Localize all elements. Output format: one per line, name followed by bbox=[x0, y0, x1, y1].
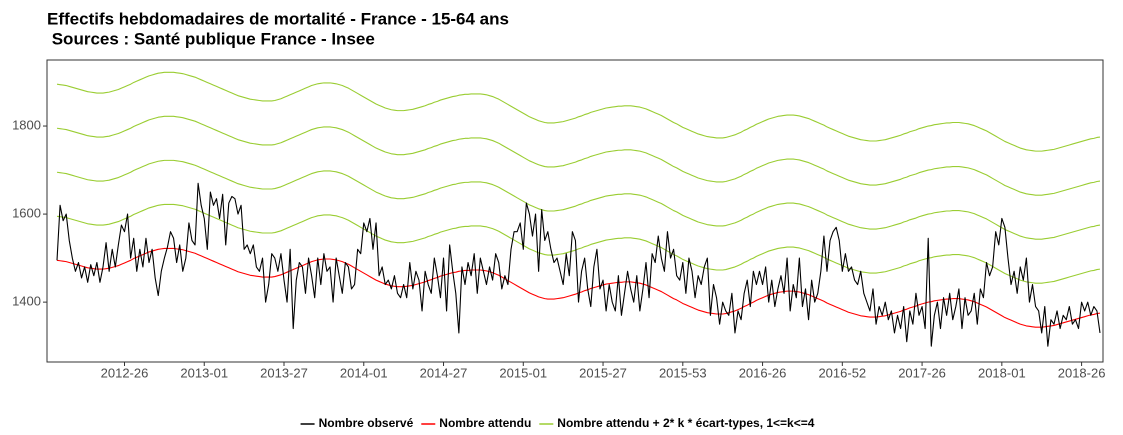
series-line bbox=[56, 115, 1101, 196]
x-tick-label: 2015-01 bbox=[499, 365, 547, 380]
y-tick-label: 1800 bbox=[12, 117, 41, 132]
legend-label: Nombre observé bbox=[319, 416, 414, 430]
chart-subtitle: Sources : Santé publique France - Insee bbox=[47, 29, 375, 48]
plot-panel bbox=[46, 59, 1104, 363]
series-line bbox=[56, 159, 1101, 240]
x-tick-label: 2018-26 bbox=[1058, 365, 1106, 380]
series-line bbox=[56, 182, 1101, 347]
y-tick-label: 1600 bbox=[12, 206, 41, 221]
series-line bbox=[56, 71, 1101, 152]
x-tick-label: 2014-27 bbox=[420, 365, 468, 380]
x-tick-label: 2016-26 bbox=[739, 365, 787, 380]
x-tick-label: 2018-01 bbox=[978, 365, 1026, 380]
series-line bbox=[56, 203, 1101, 284]
legend-label: Nombre attendu + 2* k * écart-types, 1<=… bbox=[557, 416, 814, 430]
x-tick-label: 2014-01 bbox=[340, 365, 388, 380]
x-tick-label: 2012-26 bbox=[101, 365, 149, 380]
chart-title: Effectifs hebdomadaires de mortalité - F… bbox=[47, 9, 509, 28]
legend-label: Nombre attendu bbox=[439, 416, 531, 430]
x-tick-label: 2017-26 bbox=[898, 365, 946, 380]
x-tick-label: 2015-27 bbox=[579, 365, 627, 380]
series-line bbox=[56, 247, 1101, 328]
x-tick-label: 2013-01 bbox=[180, 365, 228, 380]
y-tick-label: 1400 bbox=[12, 294, 41, 309]
x-tick-label: 2015-53 bbox=[659, 365, 707, 380]
x-tick-label: 2016-52 bbox=[818, 365, 866, 380]
x-tick-label: 2013-27 bbox=[260, 365, 308, 380]
